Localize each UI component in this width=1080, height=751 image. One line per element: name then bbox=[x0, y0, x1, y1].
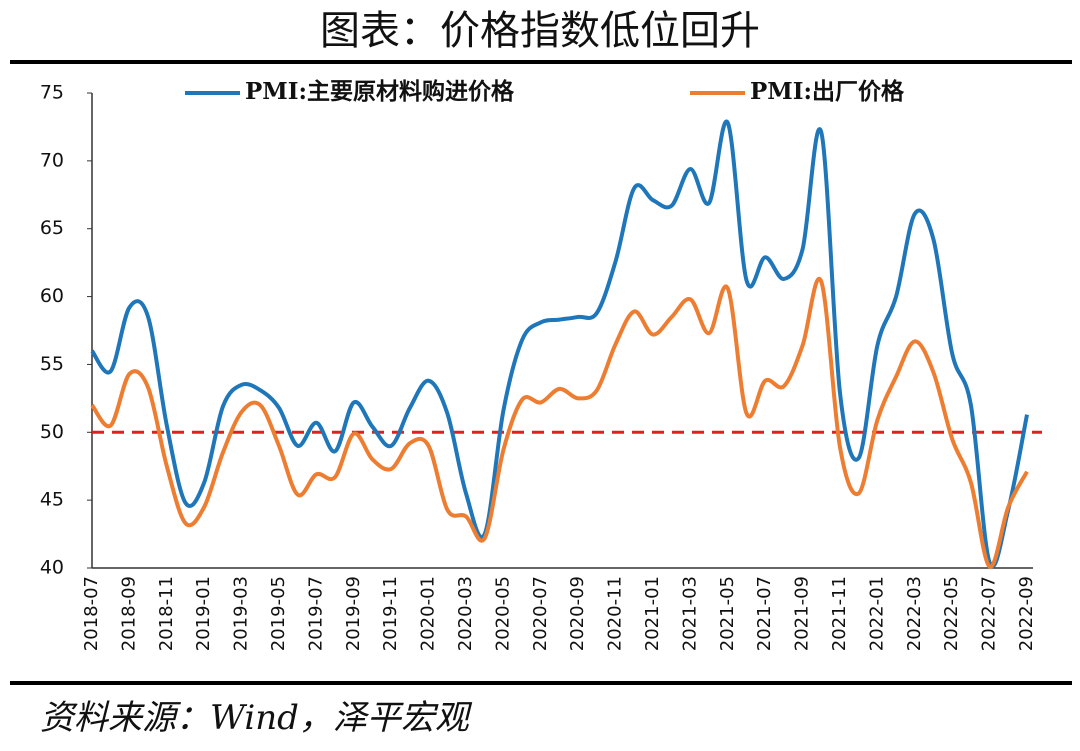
x-tick-label: 2022-01 bbox=[866, 576, 887, 651]
x-tick-label: 2019-05 bbox=[268, 576, 289, 651]
y-tick-label: 40 bbox=[40, 557, 64, 579]
x-tick-label: 2021-11 bbox=[829, 576, 850, 651]
series-line bbox=[90, 119, 1029, 569]
bottom-rule bbox=[10, 681, 1072, 685]
x-tick-label: 2020-11 bbox=[605, 576, 626, 651]
y-tick-label: 75 bbox=[40, 82, 64, 104]
legend-label: PMI:主要原材料购进价格 bbox=[245, 78, 515, 105]
x-tick-label: 2019-01 bbox=[193, 576, 214, 651]
x-tick-label: 2019-11 bbox=[380, 576, 401, 651]
x-tick-label: 2020-07 bbox=[530, 576, 551, 651]
x-tick-label: 2020-01 bbox=[418, 576, 439, 651]
y-tick-label: 55 bbox=[40, 353, 64, 375]
source-note: 资料来源：Wind，泽平宏观 bbox=[40, 698, 473, 738]
x-tick-label: 2019-07 bbox=[305, 576, 326, 651]
chart-title: 图表：价格指数低位回升 bbox=[320, 8, 760, 54]
y-tick-label: 65 bbox=[40, 217, 64, 239]
x-tick-label: 2021-03 bbox=[679, 576, 700, 651]
x-tick-label: 2022-03 bbox=[904, 576, 925, 651]
x-tick-label: 2022-05 bbox=[941, 576, 962, 651]
series-line bbox=[90, 276, 1029, 569]
y-tick-label: 60 bbox=[40, 285, 64, 307]
x-tick-label: 2021-05 bbox=[717, 576, 738, 651]
x-tick-label: 2019-09 bbox=[343, 576, 364, 651]
y-tick-label: 50 bbox=[40, 421, 64, 443]
y-tick-label: 70 bbox=[40, 149, 64, 171]
x-tick-label: 2020-03 bbox=[455, 576, 476, 651]
x-tick-label: 2019-03 bbox=[231, 576, 252, 651]
x-tick-label: 2021-01 bbox=[642, 576, 663, 651]
x-tick-label: 2020-05 bbox=[492, 576, 513, 651]
x-tick-label: 2018-11 bbox=[156, 576, 177, 651]
x-tick-label: 2018-07 bbox=[81, 576, 102, 651]
x-tick-label: 2018-09 bbox=[118, 576, 139, 651]
x-tick-label: 2020-09 bbox=[567, 576, 588, 651]
x-tick-label: 2021-07 bbox=[754, 576, 775, 651]
x-tick-label: 2022-07 bbox=[979, 576, 1000, 651]
x-tick-label: 2021-09 bbox=[792, 576, 813, 651]
y-tick-label: 45 bbox=[40, 489, 64, 511]
top-rule bbox=[10, 60, 1072, 64]
legend-label: PMI:出厂价格 bbox=[750, 78, 905, 105]
x-tick-label: 2022-09 bbox=[1016, 576, 1037, 651]
